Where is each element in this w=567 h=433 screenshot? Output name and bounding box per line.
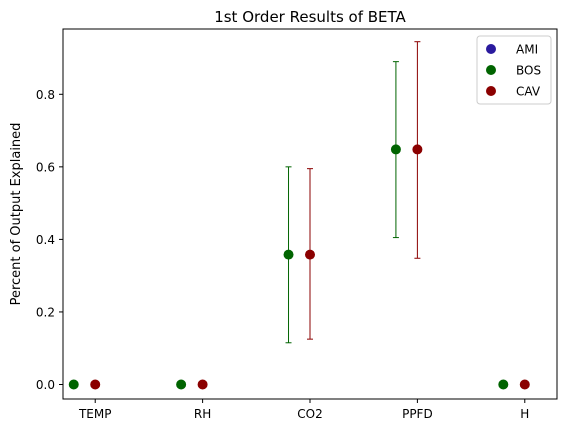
x-tick-label: TEMP — [78, 407, 112, 421]
y-axis-label: Percent of Output Explained — [9, 123, 24, 306]
y-tick-label: 0.0 — [36, 378, 55, 392]
data-point — [519, 379, 530, 390]
x-axis: TEMP RH CO2 PPFD H — [78, 399, 529, 421]
legend: AMI BOS CAV — [476, 35, 552, 105]
legend-marker — [486, 65, 496, 75]
data-point — [283, 249, 294, 260]
x-tick-label: H — [520, 407, 529, 421]
plot-marks — [68, 41, 530, 390]
data-point — [90, 379, 101, 390]
chart-title: 1st Order Results of BETA — [214, 8, 406, 26]
legend-marker — [486, 86, 496, 96]
y-tick-label: 0.6 — [36, 160, 55, 174]
y-tick-label: 0.4 — [36, 233, 55, 247]
data-point — [390, 144, 401, 155]
x-tick-label: PPFD — [402, 407, 433, 421]
series-cav — [90, 41, 530, 390]
legend-box — [476, 35, 552, 105]
data-point — [498, 379, 509, 390]
x-tick-label: CO2 — [297, 407, 322, 421]
data-point — [176, 379, 187, 390]
y-tick-label: 0.2 — [36, 305, 55, 319]
legend-label: BOS — [516, 64, 541, 78]
data-point — [197, 379, 208, 390]
legend-label: AMI — [516, 43, 538, 57]
x-tick-label: RH — [194, 407, 211, 421]
data-point — [412, 144, 423, 155]
data-point — [305, 249, 315, 260]
legend-label: CAV — [516, 85, 541, 99]
data-point — [68, 379, 79, 390]
y-axis: 0.0 0.2 0.4 0.6 0.8 — [36, 88, 63, 392]
legend-marker — [486, 44, 496, 54]
series-bos — [68, 61, 509, 390]
y-tick-label: 0.8 — [36, 88, 55, 102]
